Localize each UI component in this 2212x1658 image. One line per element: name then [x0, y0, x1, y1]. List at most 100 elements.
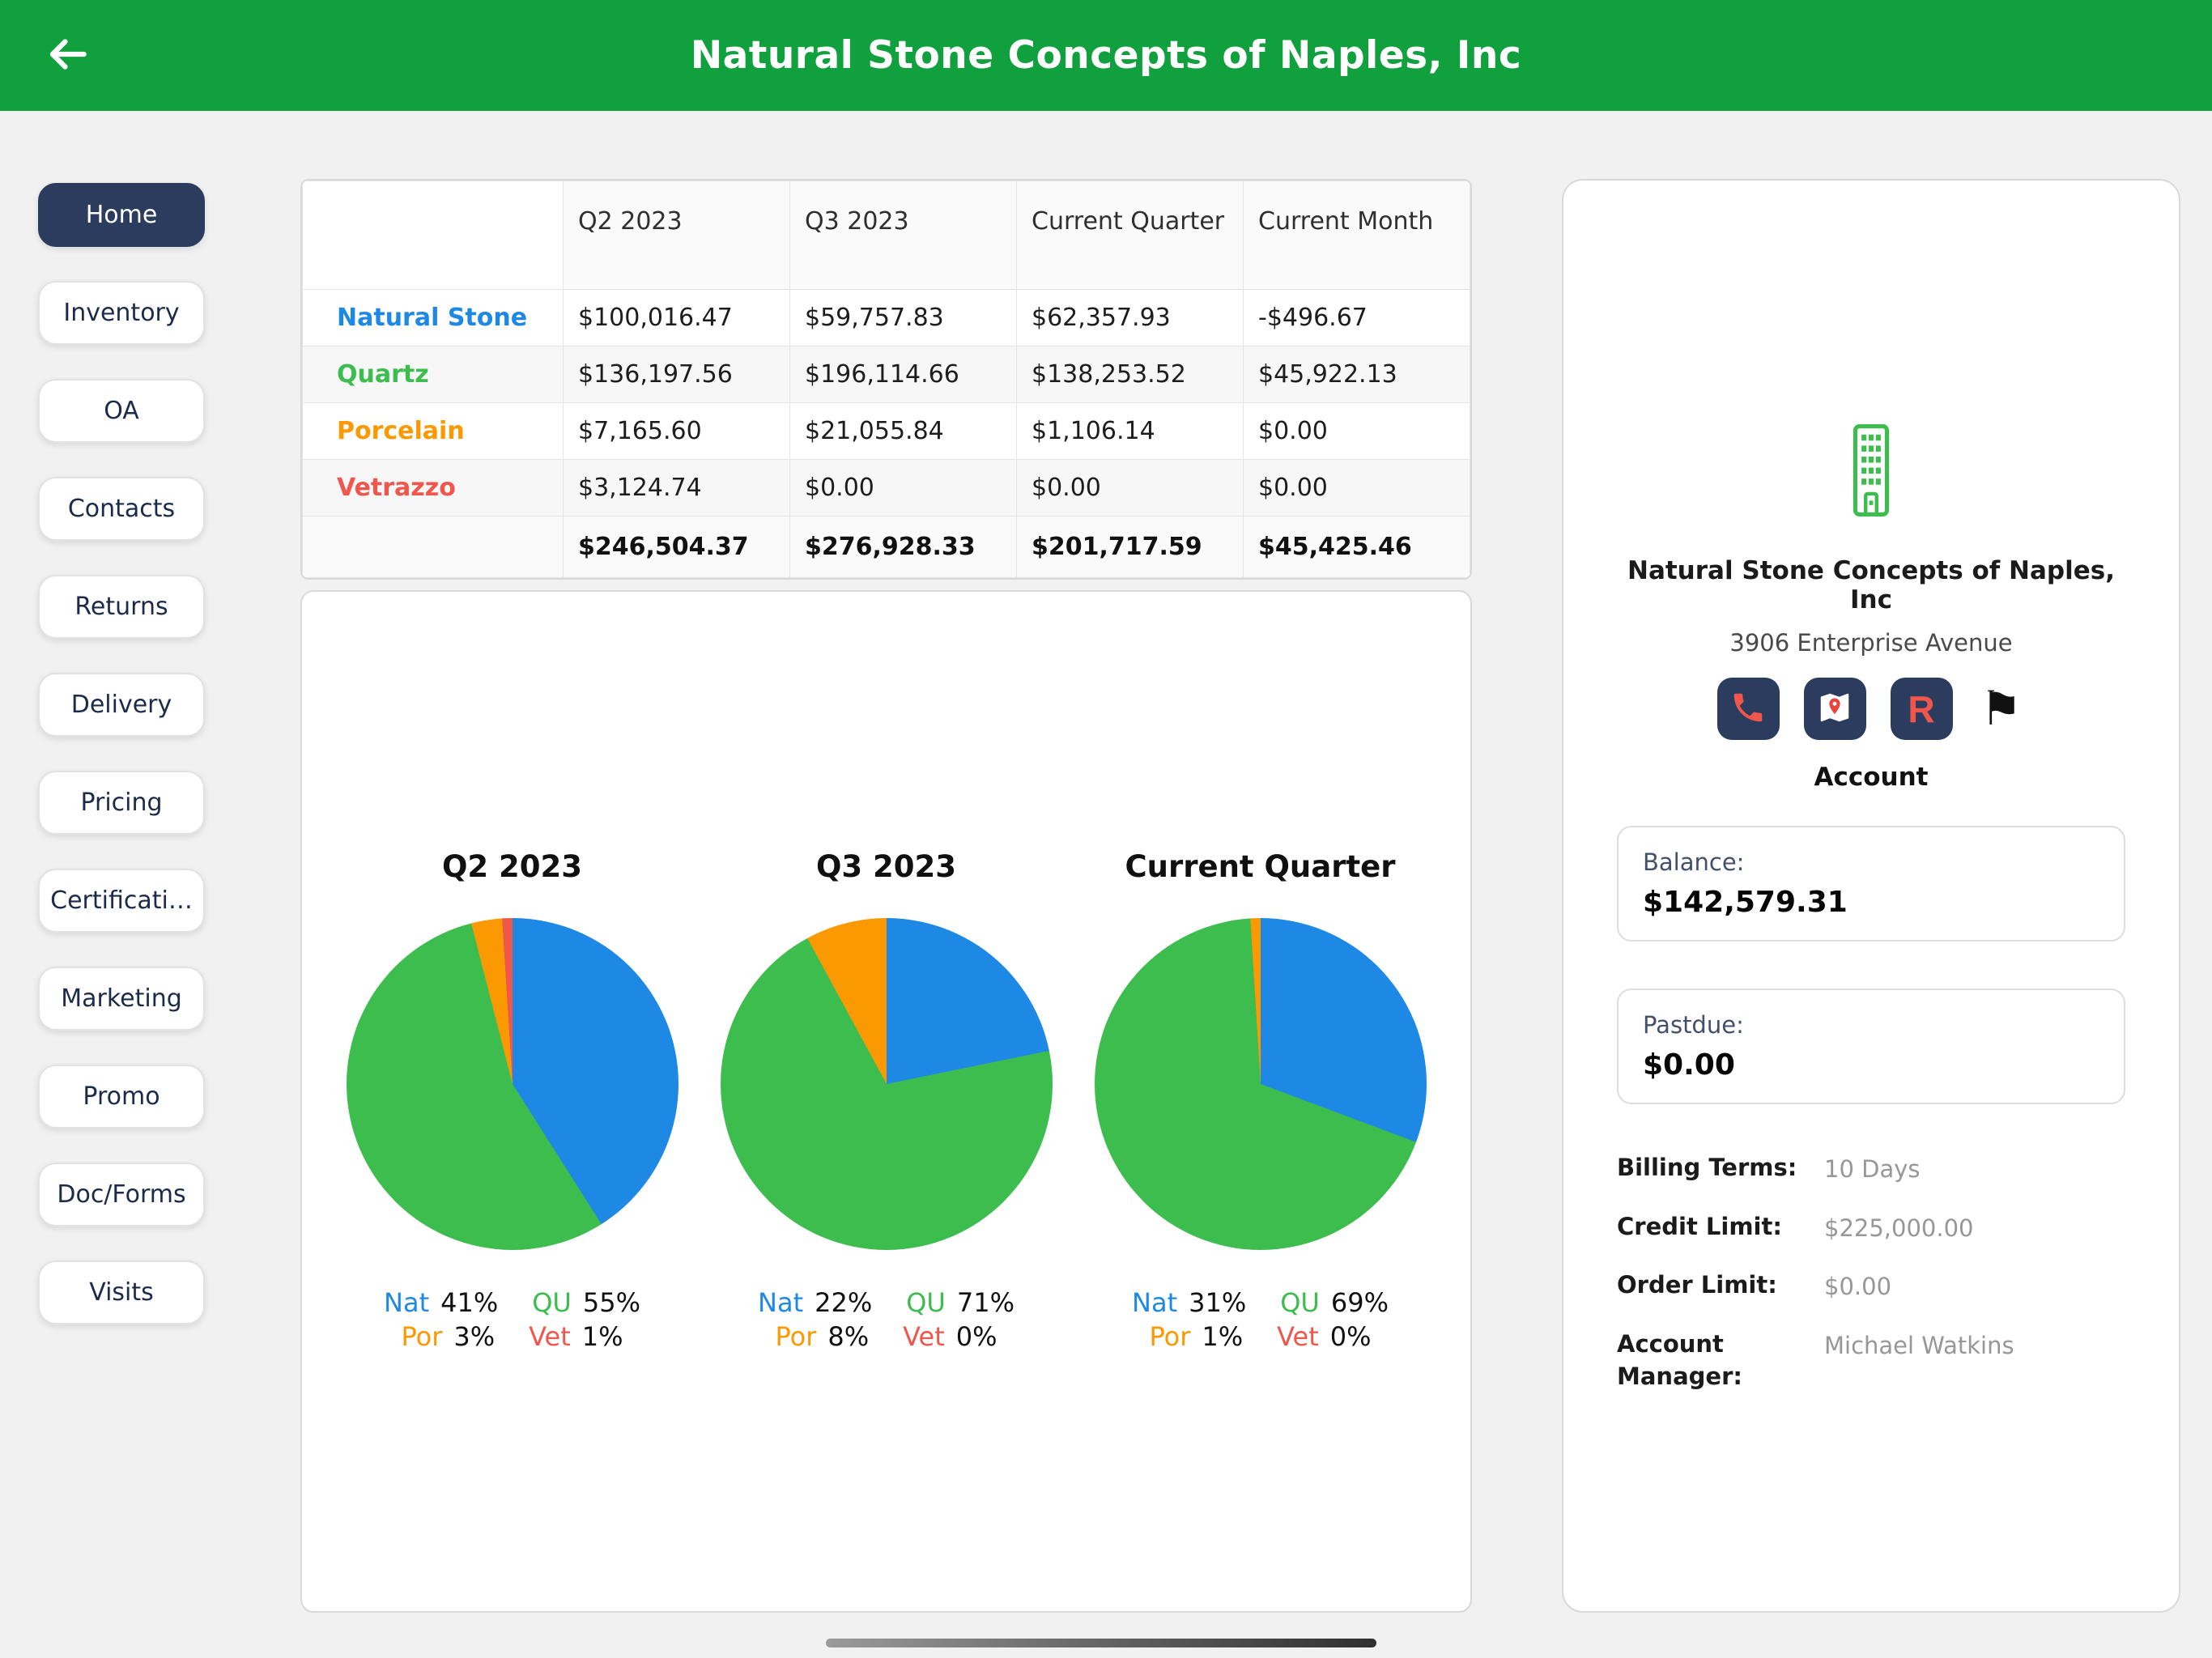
- legend-percent: 3%: [453, 1321, 496, 1352]
- company-name: Natural Stone Concepts of Naples, Inc: [1627, 556, 2115, 614]
- detail-label: Order Limit:: [1617, 1271, 1777, 1299]
- pastdue-label: Pastdue:: [1643, 1011, 1744, 1039]
- legend-percent: 8%: [827, 1321, 870, 1352]
- legend-percent: 71%: [956, 1286, 1015, 1318]
- legend-line: Nat 31% QU 69%: [1132, 1286, 1389, 1320]
- cell-value: $45,922.13: [1243, 346, 1470, 403]
- legend-label-qu: QU: [1280, 1286, 1320, 1318]
- total-value: $45,425.46: [1243, 516, 1470, 578]
- pie-title: Current Quarter: [1125, 848, 1396, 884]
- sales-summary-card: Q2 2023 Q3 2023 Current Quarter Current Mon…: [300, 179, 1472, 580]
- horizontal-scrollbar[interactable]: [826, 1639, 1376, 1647]
- pie-legend: Nat 41% QU 55% Por 3% Vet 1%: [384, 1286, 640, 1354]
- sidebar-item-home[interactable]: Home: [38, 183, 205, 247]
- sidebar-item-promo[interactable]: Promo: [38, 1065, 205, 1129]
- cell-value: $196,114.66: [789, 346, 1017, 403]
- detail-label: Billing Terms:: [1617, 1154, 1797, 1181]
- pastdue-value: $0.00: [1643, 1048, 1735, 1082]
- table-row-natural-stone: Natural Stone $100,016.47 $59,757.83 $62,35…: [302, 289, 1470, 346]
- legend-label-por: Por: [401, 1321, 443, 1352]
- legend-percent: 1%: [1202, 1321, 1244, 1352]
- sidebar-item-delivery[interactable]: Delivery: [38, 673, 205, 737]
- legend-label-por: Por: [775, 1321, 817, 1352]
- detail-row-credit-limit: Credit Limit: $225,000.00: [1617, 1210, 2125, 1245]
- legend-label-por: Por: [1149, 1321, 1191, 1352]
- legend-percent: 55%: [582, 1286, 640, 1318]
- flag-button[interactable]: ⚑: [1977, 685, 2026, 733]
- sidebar-item-returns[interactable]: Returns: [38, 575, 205, 639]
- legend-percent: 1%: [581, 1321, 623, 1352]
- cell-value: -$496.67: [1243, 289, 1470, 346]
- table-row-porcelain: Porcelain $7,165.60 $21,055.84 $1,106.14 $0.…: [302, 402, 1470, 460]
- pie-chart-current-quarter: Current Quarter Nat 31% QU 69% Por 1% Vet 0%: [1079, 849, 1442, 1354]
- legend-label-nat: Nat: [384, 1286, 430, 1318]
- sidebar: Home Inventory OA Contacts Returns Delivery Pr…: [38, 183, 205, 1324]
- account-section-label: Account: [1814, 763, 1929, 792]
- legend-percent: 31%: [1189, 1286, 1247, 1318]
- sidebar-item-oa[interactable]: OA: [38, 379, 205, 443]
- row-label-natural-stone: Natural Stone: [302, 289, 564, 346]
- cell-value: $62,357.93: [1016, 289, 1244, 346]
- sidebar-item-pricing[interactable]: Pricing: [38, 771, 205, 835]
- company-address: 3906 Enterprise Avenue: [1729, 629, 2013, 657]
- legend-label-vet: Vet: [1277, 1321, 1319, 1352]
- cell-value: $21,055.84: [789, 402, 1017, 460]
- map-button[interactable]: [1803, 678, 1866, 740]
- total-value: $276,928.33: [789, 516, 1017, 578]
- cell-value: $100,016.47: [563, 289, 790, 346]
- table-row-quartz: Quartz $136,197.56 $196,114.66 $138,253.52 $…: [302, 346, 1470, 403]
- cell-value: $0.00: [1016, 459, 1244, 517]
- cell-value: $0.00: [789, 459, 1017, 517]
- legend-line: Por 3% Vet 1%: [384, 1320, 640, 1354]
- sidebar-item-visits[interactable]: Visits: [38, 1261, 205, 1324]
- cell-value: $0.00: [1243, 459, 1470, 517]
- col-header-empty: [302, 181, 564, 290]
- detail-label: Account Manager:: [1617, 1329, 1742, 1391]
- cell-value: $59,757.83: [789, 289, 1017, 346]
- cell-value: $3,124.74: [563, 459, 790, 517]
- balance-value: $142,579.31: [1643, 886, 1848, 919]
- total-value: $246,504.37: [563, 516, 790, 578]
- legend-percent: 22%: [815, 1286, 873, 1318]
- sidebar-item-contacts[interactable]: Contacts: [38, 477, 205, 541]
- pie-title: Q2 2023: [441, 848, 583, 884]
- pie-legend: Nat 22% QU 71% Por 8% Vet 0%: [758, 1286, 1015, 1354]
- phone-button[interactable]: [1716, 678, 1780, 740]
- col-header-current-quarter: Current Quarter: [1016, 181, 1244, 290]
- legend-label-nat: Nat: [1132, 1286, 1178, 1318]
- sidebar-item-marketing[interactable]: Marketing: [38, 967, 205, 1031]
- phone-icon: [1729, 689, 1767, 729]
- detail-value: $0.00: [1824, 1273, 1892, 1301]
- totals-label-cell: [302, 516, 564, 578]
- account-panel: Natural Stone Concepts of Naples, Inc 39…: [1562, 179, 2180, 1613]
- detail-label: Credit Limit:: [1617, 1212, 1782, 1240]
- page-title: Natural Stone Concepts of Naples, Inc: [690, 33, 1522, 78]
- cell-value: $136,197.56: [563, 346, 790, 403]
- building-icon: [1844, 423, 1899, 521]
- row-label-quartz: Quartz: [302, 346, 564, 403]
- col-header-q3-2023: Q3 2023: [789, 181, 1017, 290]
- table-row-vetrazzo: Vetrazzo $3,124.74 $0.00 $0.00 $0.00: [302, 459, 1470, 517]
- legend-label-vet: Vet: [529, 1321, 571, 1352]
- balance-box: Balance: $142,579.31: [1617, 826, 2125, 942]
- legend-line: Nat 41% QU 55%: [384, 1286, 640, 1320]
- legend-percent: 0%: [1329, 1321, 1372, 1352]
- pastdue-box: Pastdue: $0.00: [1617, 988, 2125, 1104]
- arrow-left-icon: [42, 29, 92, 82]
- detail-value: 10 Days: [1824, 1155, 1921, 1183]
- legend-percent: 41%: [440, 1286, 499, 1318]
- sidebar-item-doc-forms[interactable]: Doc/Forms: [38, 1163, 205, 1226]
- col-header-q2-2023: Q2 2023: [563, 181, 790, 290]
- sidebar-item-inventory[interactable]: Inventory: [38, 281, 205, 345]
- back-button[interactable]: [31, 19, 104, 92]
- sidebar-item-certificati[interactable]: Certificati…: [38, 869, 205, 933]
- account-details: Billing Terms: 10 Days Credit Limit: $225,0…: [1617, 1151, 2125, 1393]
- detail-row-account-manager: Account Manager: Michael Watkins: [1617, 1328, 2125, 1393]
- detail-row-billing-terms: Billing Terms: 10 Days: [1617, 1151, 2125, 1186]
- detail-value: Michael Watkins: [1824, 1331, 2014, 1359]
- cell-value: $0.00: [1243, 402, 1470, 460]
- total-value: $201,717.59: [1016, 516, 1244, 578]
- r-app-button[interactable]: R: [1890, 678, 1953, 740]
- pie-chart-q2-2023: Q2 2023 Nat 41% QU 55% Por 3% Vet 1%: [331, 849, 694, 1354]
- legend-label-qu: QU: [532, 1286, 572, 1318]
